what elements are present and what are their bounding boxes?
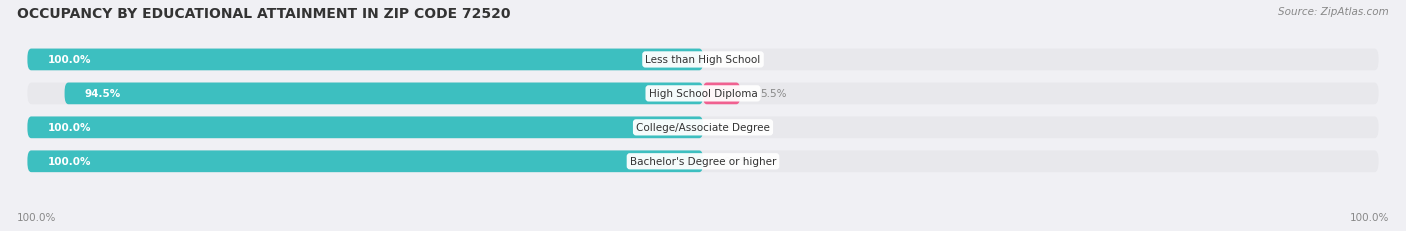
Text: 100.0%: 100.0% (1350, 212, 1389, 222)
FancyBboxPatch shape (28, 117, 1378, 139)
Text: 0.0%: 0.0% (723, 157, 749, 167)
FancyBboxPatch shape (703, 83, 741, 105)
Text: 5.5%: 5.5% (761, 89, 787, 99)
Text: College/Associate Degree: College/Associate Degree (636, 123, 770, 133)
Text: 0.0%: 0.0% (723, 123, 749, 133)
FancyBboxPatch shape (28, 151, 1378, 172)
Legend: Owner-occupied, Renter-occupied: Owner-occupied, Renter-occupied (583, 228, 823, 231)
Text: Source: ZipAtlas.com: Source: ZipAtlas.com (1278, 7, 1389, 17)
Text: High School Diploma: High School Diploma (648, 89, 758, 99)
FancyBboxPatch shape (28, 49, 1378, 71)
Text: 100.0%: 100.0% (48, 157, 91, 167)
FancyBboxPatch shape (28, 117, 703, 139)
FancyBboxPatch shape (28, 83, 1378, 105)
FancyBboxPatch shape (28, 49, 703, 71)
FancyBboxPatch shape (65, 83, 703, 105)
FancyBboxPatch shape (28, 151, 703, 172)
Text: Less than High School: Less than High School (645, 55, 761, 65)
Text: 100.0%: 100.0% (17, 212, 56, 222)
Text: 100.0%: 100.0% (48, 123, 91, 133)
Text: OCCUPANCY BY EDUCATIONAL ATTAINMENT IN ZIP CODE 72520: OCCUPANCY BY EDUCATIONAL ATTAINMENT IN Z… (17, 7, 510, 21)
Text: 94.5%: 94.5% (84, 89, 121, 99)
Text: 0.0%: 0.0% (723, 55, 749, 65)
Text: 100.0%: 100.0% (48, 55, 91, 65)
Text: Bachelor's Degree or higher: Bachelor's Degree or higher (630, 157, 776, 167)
